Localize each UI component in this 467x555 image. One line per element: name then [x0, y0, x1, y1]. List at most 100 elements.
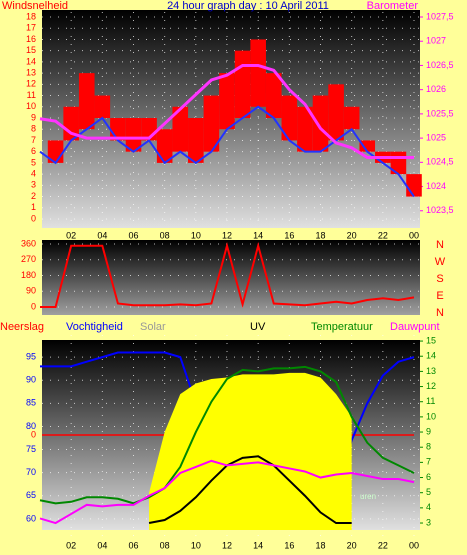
y-tick-label: 75 — [26, 444, 36, 454]
series-line — [40, 241, 415, 309]
x-tick-label: 06 — [128, 540, 138, 550]
x-tick-label: 04 — [97, 230, 107, 240]
y-tick-label: 0 — [31, 213, 36, 223]
legend-label: Neerslag — [0, 321, 44, 333]
x-tick-label: 14 — [253, 540, 263, 550]
gust-bar — [250, 39, 266, 107]
series-line — [39, 459, 415, 525]
y-tick-label: 8 — [31, 124, 36, 134]
x-tick-label: 00 — [409, 540, 419, 550]
y2-tick-label: 1023,5 — [426, 205, 454, 215]
y-tick-label: 60 — [26, 513, 36, 523]
y-tick-label: 270 — [21, 254, 36, 264]
y-tick-label: 18 — [26, 11, 36, 21]
gust-bar — [219, 73, 235, 130]
x-tick-label: 20 — [347, 540, 357, 550]
y2-tick-label: 5 — [426, 487, 431, 497]
y2-tick-label: 1024 — [426, 181, 446, 191]
y2-tick-label: 12 — [426, 381, 436, 391]
legend-label: Dauwpunt — [390, 321, 440, 333]
legend-label: UV — [250, 321, 266, 333]
y-tick-label: 180 — [21, 270, 36, 280]
gust-bar — [94, 95, 111, 118]
gust-bar — [78, 73, 95, 130]
y2-tick-label: 13 — [426, 366, 436, 376]
legend-label: Vochtigheid — [66, 321, 123, 333]
series-line — [148, 455, 352, 525]
y2-tick-label: 4 — [426, 502, 431, 512]
y2-tick-label: 1026 — [426, 84, 446, 94]
y-tick-label: 9 — [31, 112, 36, 122]
x-tick-label: 18 — [315, 230, 325, 240]
direction-label: N — [436, 307, 444, 319]
y-tick-label: 7 — [31, 135, 36, 145]
rain-tick-label: 0 — [31, 429, 36, 439]
y-tick-label: 80 — [26, 421, 36, 431]
y2-tick-label: 15 — [426, 335, 436, 345]
y-tick-label: 14 — [26, 56, 36, 66]
y2-tick-label: 1025 — [426, 132, 446, 142]
y2-tick-label: 1024,5 — [426, 157, 454, 167]
y2-tick-label: 1027,5 — [426, 11, 454, 21]
y-tick-label: 85 — [26, 398, 36, 408]
x-tick-label: 06 — [128, 230, 138, 240]
y-tick-label: 360 — [21, 238, 36, 248]
panel-direction — [42, 240, 420, 315]
x-tick-label: 00 — [409, 230, 419, 240]
x-tick-label: 04 — [97, 540, 107, 550]
y-axis-label: Windsnelheid — [2, 0, 68, 12]
y2-tick-label: 6 — [426, 472, 431, 482]
y-tick-label: 16 — [26, 34, 36, 44]
gust-bar — [234, 50, 251, 118]
y2-tick-label: 8 — [426, 442, 431, 452]
y-tick-label: 5 — [31, 157, 36, 167]
gust-bar — [359, 140, 376, 152]
y2-tick-label: 11 — [426, 396, 435, 406]
y2-tick-label: 1027 — [426, 36, 446, 46]
gust-bar — [343, 106, 360, 130]
x-tick-label: 10 — [191, 230, 201, 240]
y-tick-label: 90 — [26, 286, 36, 296]
y-tick-label: 12 — [26, 79, 36, 89]
gust-bar — [156, 129, 173, 163]
x-tick-label: 02 — [66, 230, 76, 240]
y2-tick-label: 9 — [426, 426, 431, 436]
x-tick-label: 16 — [284, 540, 294, 550]
gust-bar — [406, 174, 422, 197]
x-tick-label: 18 — [315, 540, 325, 550]
x-tick-label: 14 — [253, 230, 263, 240]
y2-tick-label: 1026,5 — [426, 60, 454, 70]
y-tick-label: 1 — [31, 202, 36, 212]
y-tick-label: 11 — [27, 90, 36, 100]
y2-tick-label: 14 — [426, 351, 436, 361]
direction-label: E — [436, 290, 443, 302]
y-tick-label: 90 — [26, 375, 36, 385]
x-tick-label: 16 — [284, 230, 294, 240]
direction-label: W — [435, 256, 446, 268]
y-tick-label: 17 — [26, 23, 36, 33]
x-tick-label: 20 — [347, 230, 357, 240]
series-line — [39, 105, 415, 198]
series-line — [39, 63, 414, 159]
gust-bar — [188, 118, 204, 163]
gust-bar — [328, 84, 344, 141]
y2-tick-label: 7 — [426, 457, 431, 467]
x-tick-label: 02 — [66, 540, 76, 550]
x-tick-label: 12 — [222, 540, 232, 550]
y-tick-label: 70 — [26, 467, 36, 477]
gust-bar — [312, 95, 329, 152]
y-tick-label: 4 — [31, 168, 36, 178]
y-tick-label: 65 — [26, 490, 36, 500]
y2-tick-label: 10 — [426, 411, 436, 421]
y-tick-label: 0 — [31, 301, 36, 311]
x-tick-label: 22 — [378, 540, 388, 550]
gust-bar — [265, 73, 282, 118]
annotation: uren — [360, 492, 376, 501]
x-tick-label: 22 — [378, 230, 388, 240]
y-tick-label: 2 — [31, 191, 36, 201]
y2-tick-label: 1025,5 — [426, 108, 454, 118]
y-tick-label: 13 — [26, 67, 36, 77]
y2-axis-label: Barometer — [367, 0, 419, 12]
x-tick-label: 08 — [160, 540, 170, 550]
